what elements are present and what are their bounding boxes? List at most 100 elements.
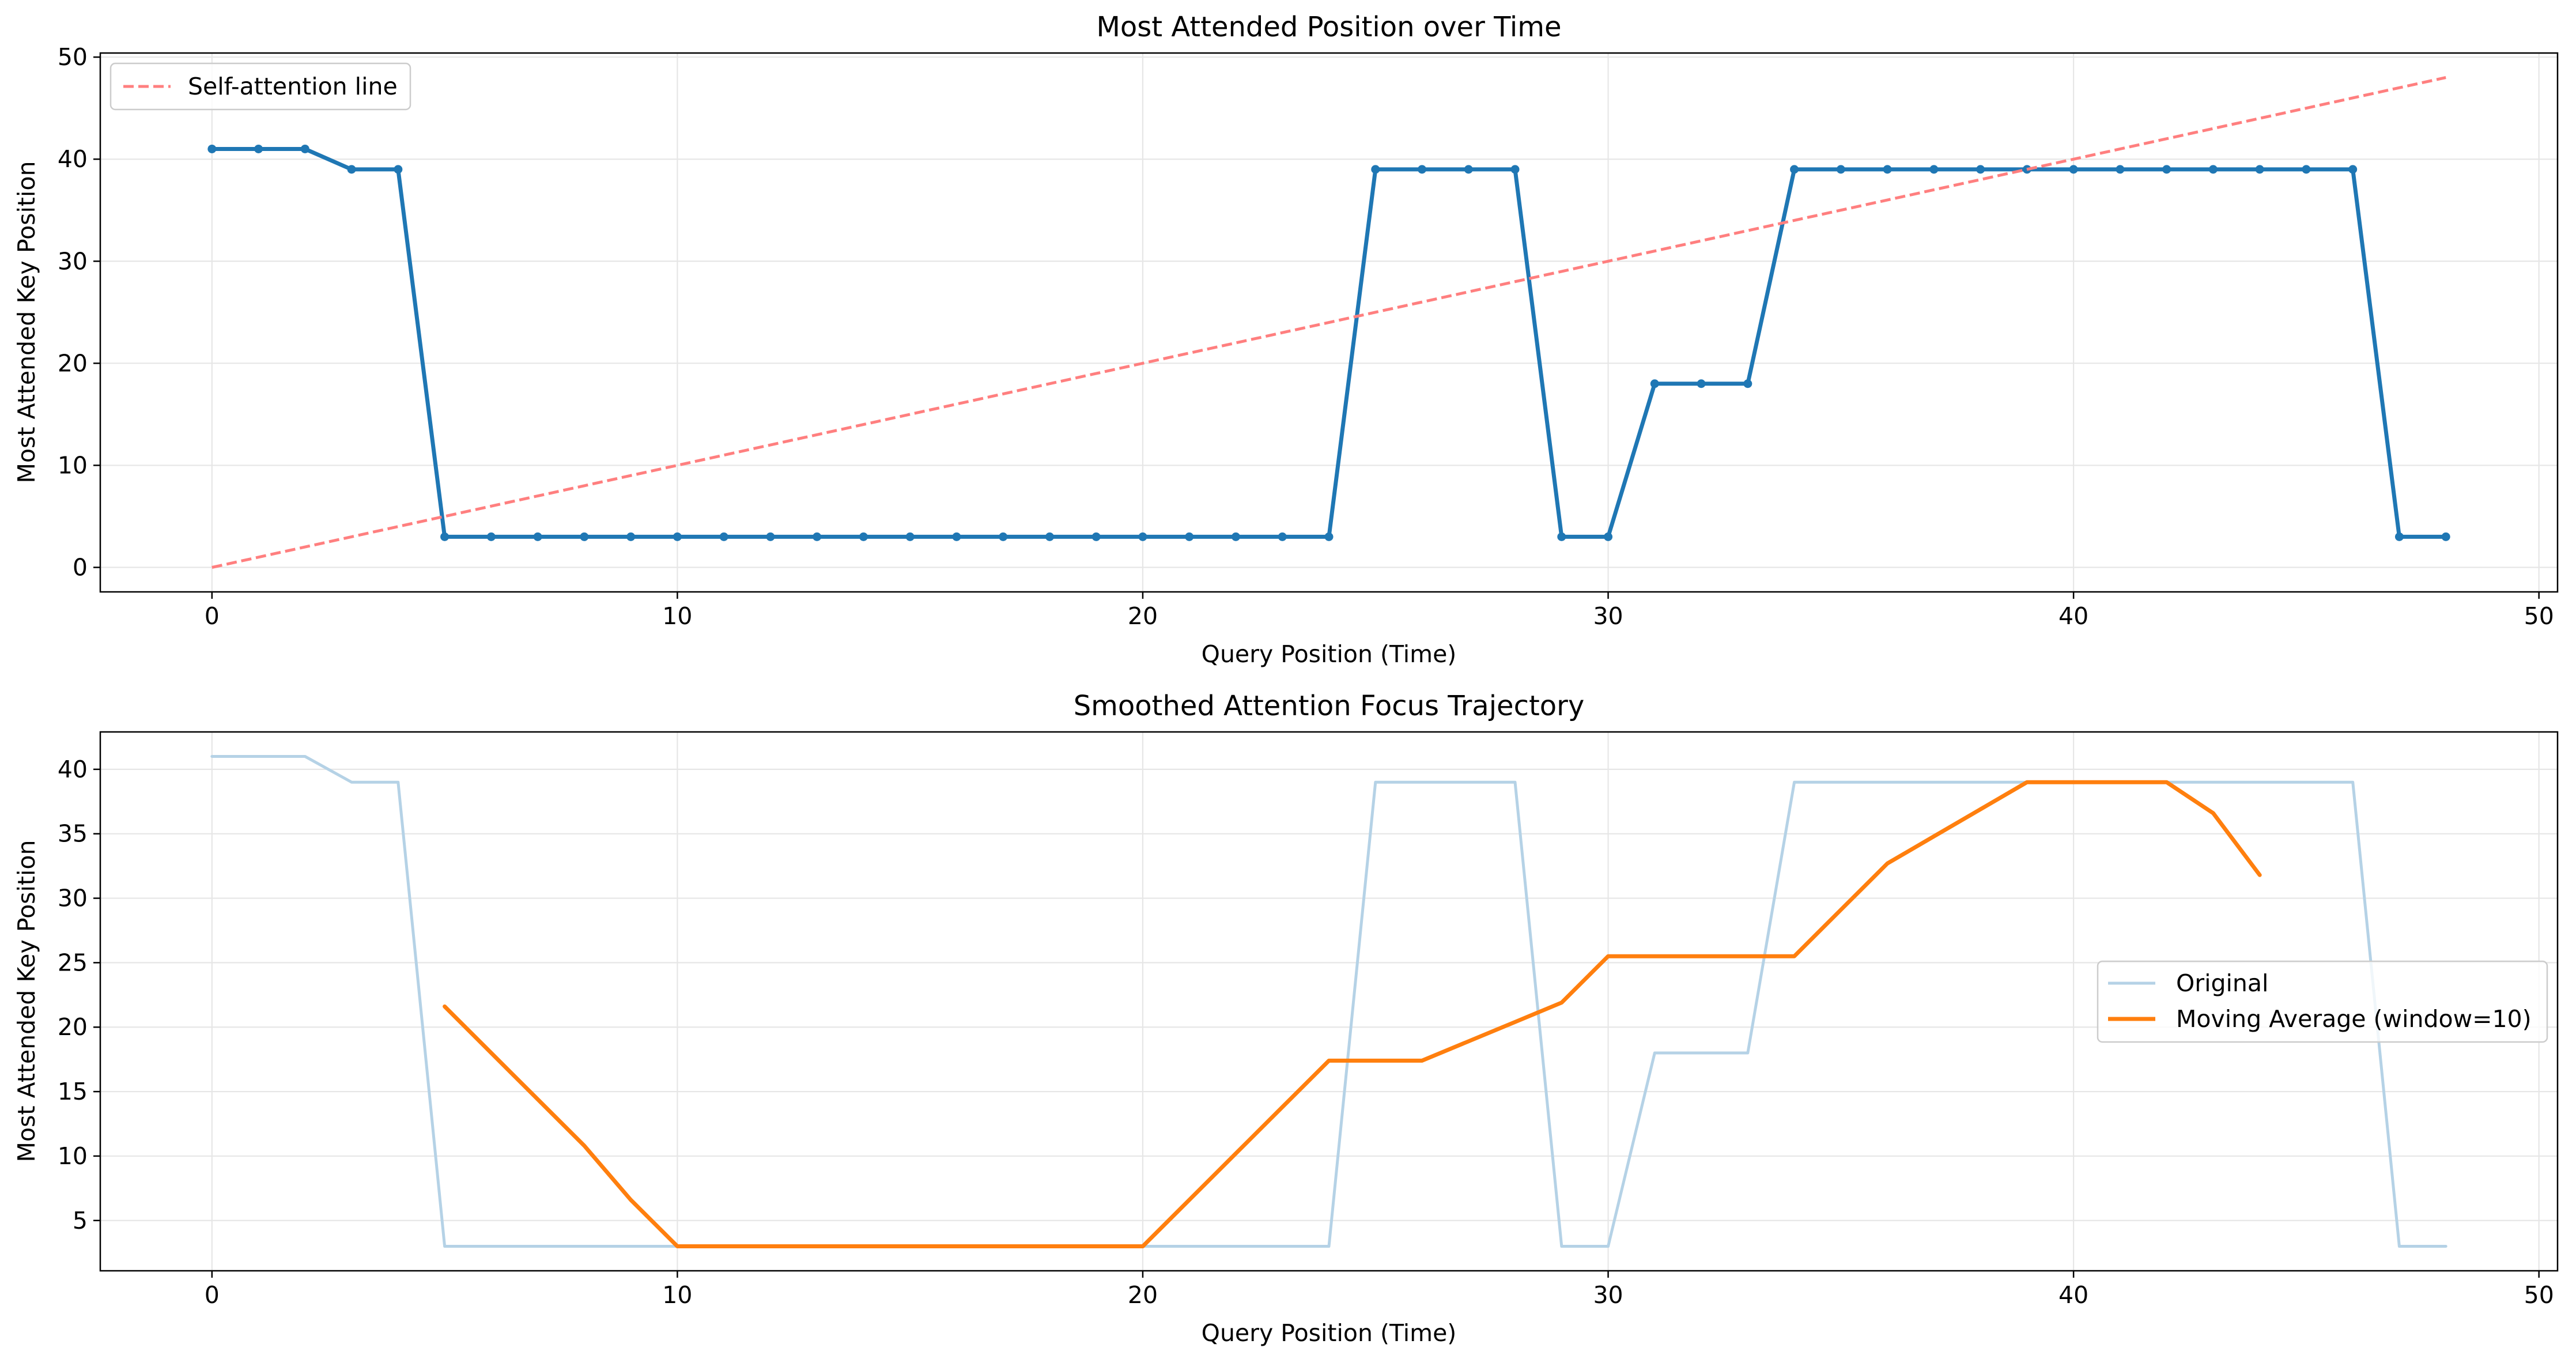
data-point [1185, 532, 1194, 541]
attention-position-chart: Most Attended Position over Time 0 10 20 30… [13, 11, 2559, 668]
self-attention-line [211, 76, 2446, 569]
y-axis-label: Most Attended Key Position [13, 161, 40, 484]
data-point [1464, 165, 1473, 174]
data-point [254, 144, 263, 153]
data-point [1091, 532, 1101, 541]
y-tick-label: 10 [58, 451, 88, 479]
x-tick-label: 0 [205, 602, 220, 630]
data-point [300, 144, 309, 153]
data-point [2208, 165, 2218, 174]
data-point [1557, 532, 1566, 541]
data-point [859, 532, 868, 541]
x-tick-label: 30 [1593, 1281, 1623, 1309]
data-point [2255, 165, 2264, 174]
data-point [1650, 379, 1659, 388]
data-point [2394, 532, 2404, 541]
x-axis-label: Query Position (Time) [1202, 1319, 1457, 1347]
x-tick-label: 50 [2524, 602, 2554, 630]
data-point [2441, 532, 2450, 541]
data-point [1883, 165, 1892, 174]
data-point [1743, 379, 1752, 388]
series-group [210, 755, 2447, 1248]
x-tick-label: 10 [662, 602, 692, 630]
data-point [1278, 532, 1287, 541]
data-point [626, 532, 636, 541]
data-point [905, 532, 915, 541]
y-axis-label: Most Attended Key Position [13, 840, 40, 1162]
legend-box [2097, 960, 2548, 1043]
data-point [1418, 165, 1427, 174]
y-tick-label: 10 [58, 1142, 88, 1170]
data-point [1836, 165, 1845, 174]
data-point [999, 532, 1008, 541]
data-point [1138, 532, 1147, 541]
plot-frame [99, 52, 2559, 593]
smoothed-trajectory-chart: Smoothed Attention Focus Trajectory 0 10 2… [13, 690, 2559, 1347]
data-point [1510, 165, 1520, 174]
data-point [2116, 165, 2125, 174]
data-point [952, 532, 961, 541]
data-point [1371, 165, 1380, 174]
axis-ticks: 0 10 20 30 40 50 0 10 20 30 40 50 [58, 43, 2554, 630]
axis-ticks: 0 10 20 30 40 50 5 10 15 20 25 30 35 40 [58, 756, 2554, 1309]
data-point [1604, 532, 1613, 541]
legend: Original Moving Average (window=10) [2097, 960, 2548, 1043]
data-point [580, 532, 589, 541]
x-tick-label: 30 [1593, 602, 1623, 630]
y-tick-label: 25 [58, 949, 88, 976]
data-point [440, 532, 450, 541]
plot-frame [99, 731, 2559, 1272]
legend-label-original: Original [2176, 969, 2268, 997]
data-point [766, 532, 775, 541]
data-point [1697, 379, 1706, 388]
grid [100, 732, 2558, 1271]
y-tick-label: 15 [58, 1078, 88, 1105]
data-point [394, 165, 403, 174]
data-point [719, 532, 728, 541]
chart-title: Most Attended Position over Time [1096, 11, 1561, 43]
legend-label-moving-average: Moving Average (window=10) [2176, 1005, 2532, 1033]
y-tick-label: 20 [58, 1013, 88, 1041]
data-point [2348, 165, 2358, 174]
data-point [347, 165, 356, 174]
x-tick-label: 10 [662, 1281, 692, 1309]
y-tick-label: 30 [58, 885, 88, 912]
x-tick-label: 40 [2058, 1281, 2088, 1309]
chart-title: Smoothed Attention Focus Trajectory [1074, 690, 1585, 722]
x-tick-label: 20 [1128, 602, 1158, 630]
x-tick-label: 0 [205, 1281, 220, 1309]
y-tick-label: 5 [73, 1207, 88, 1234]
data-point [1929, 165, 1939, 174]
y-tick-label: 40 [58, 756, 88, 783]
y-tick-label: 40 [58, 145, 88, 173]
data-point [486, 532, 496, 541]
y-tick-label: 20 [58, 349, 88, 377]
y-tick-label: 0 [73, 554, 88, 582]
data-point [2069, 165, 2078, 174]
legend: Self-attention line [109, 62, 411, 111]
x-tick-label: 20 [1128, 1281, 1158, 1309]
data-point [1045, 532, 1054, 541]
x-tick-label: 50 [2524, 1281, 2554, 1309]
data-point [813, 532, 822, 541]
y-tick-label: 50 [58, 43, 88, 71]
legend-box [109, 62, 411, 111]
data-point [2302, 165, 2311, 174]
data-point [207, 144, 217, 153]
data-point [1231, 532, 1240, 541]
data-point [1324, 532, 1334, 541]
y-tick-label: 30 [58, 247, 88, 275]
data-point [1790, 165, 1799, 174]
y-tick-label: 35 [58, 820, 88, 848]
moving-average-line [443, 780, 2262, 1248]
data-point [2162, 165, 2171, 174]
grid [100, 53, 2558, 592]
x-tick-label: 40 [2058, 602, 2088, 630]
data-point [533, 532, 542, 541]
x-axis-label: Query Position (Time) [1202, 640, 1457, 668]
data-point [673, 532, 682, 541]
data-point [1976, 165, 1985, 174]
legend-label-self-attention: Self-attention line [188, 73, 398, 100]
